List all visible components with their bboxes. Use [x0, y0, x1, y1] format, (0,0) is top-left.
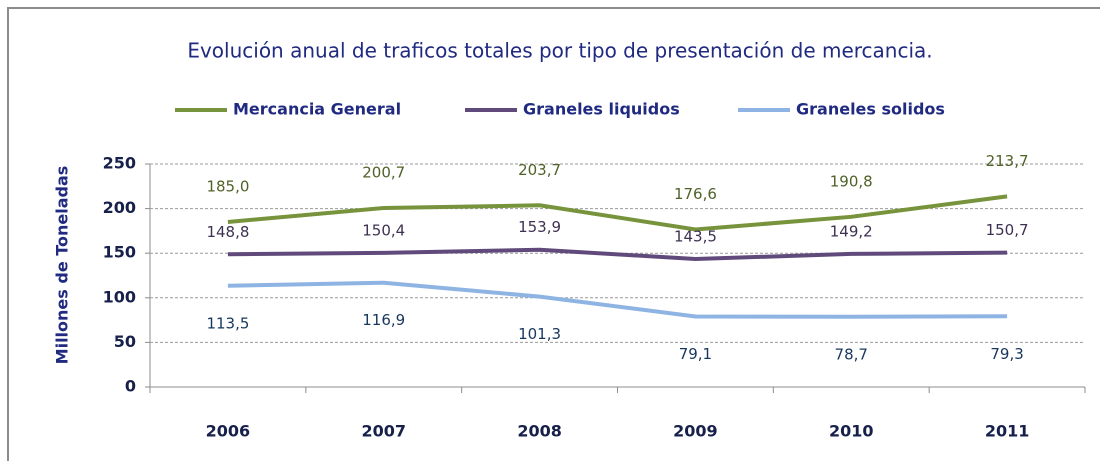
x-tick-label: 2008: [517, 422, 562, 441]
legend-label: Mercancia General: [233, 100, 401, 119]
x-tick-label: 2007: [361, 422, 406, 441]
x-tick-label: 2010: [829, 422, 874, 441]
data-label: 149,2: [830, 222, 873, 240]
data-label: 185,0: [206, 177, 249, 195]
y-tick-label: 0: [125, 377, 136, 396]
legend-label: Graneles solidos: [796, 100, 945, 119]
x-tick-label: 2011: [985, 422, 1030, 441]
y-tick-label: 250: [103, 154, 136, 173]
data-label: 101,3: [518, 325, 561, 343]
y-tick-label: 100: [103, 287, 136, 306]
data-label: 190,8: [830, 172, 873, 190]
line-series: [227, 280, 1008, 319]
x-tick-label: 2009: [673, 422, 718, 441]
data-label: 79,1: [679, 345, 712, 363]
data-label: 148,8: [206, 223, 249, 241]
data-label: 153,9: [518, 218, 561, 236]
data-label: 176,6: [674, 185, 717, 203]
data-label: 213,7: [986, 152, 1029, 170]
legend-label: Graneles liquidos: [523, 100, 680, 119]
data-label: 79,3: [990, 345, 1023, 363]
data-label: 78,7: [835, 345, 868, 363]
line-series: [227, 247, 1008, 261]
data-label: 203,7: [518, 161, 561, 179]
chart-frame: [7, 7, 1100, 461]
data-label: 116,9: [362, 311, 405, 329]
y-tick-label: 200: [103, 198, 136, 217]
data-label: 150,7: [986, 221, 1029, 239]
data-label: 150,4: [362, 221, 405, 239]
y-tick-label: 150: [103, 243, 136, 262]
data-label: 200,7: [362, 163, 405, 181]
chart-title: Evolución anual de traficos totales por …: [187, 39, 932, 63]
x-tick-label: 2006: [206, 422, 251, 441]
data-label: 143,5: [674, 227, 717, 245]
line-series: [227, 194, 1008, 232]
y-axis-label: Millones de Toneladas: [53, 166, 72, 365]
data-label: 113,5: [206, 314, 249, 332]
y-tick-label: 50: [114, 332, 136, 351]
